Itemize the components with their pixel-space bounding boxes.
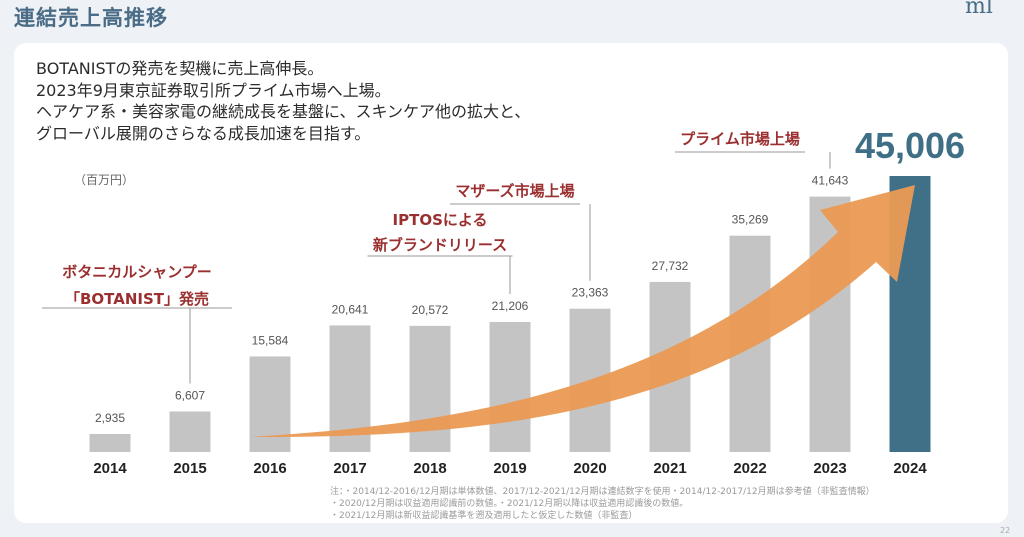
value-label-2015: 6,607 (175, 388, 205, 402)
year-label-2015: 2015 (173, 460, 206, 477)
year-label-2022: 2022 (733, 460, 766, 477)
footnotes: 注：・2014/12-2016/12月期は単体数値、2017/12-2021/1… (330, 486, 875, 522)
value-label-2017: 20,641 (332, 302, 369, 316)
intro-text: BOTANISTの発売を契機に売上高伸長。 2023年9月東京証券取引所プライム… (36, 58, 530, 144)
intro-line: ヘアケア系・美容家電の継続成長を基盤に、スキンケア他の拡大と、 (36, 102, 531, 121)
bar-2018 (409, 325, 451, 452)
year-label-2024: 2024 (893, 460, 927, 477)
bar-2016 (249, 356, 291, 452)
year-label-2018: 2018 (413, 460, 446, 477)
unit-label: （百万円） (74, 173, 135, 187)
year-label-2014: 2014 (93, 460, 127, 477)
value-label-2014: 2,935 (95, 411, 125, 425)
value-label-2016: 15,584 (252, 333, 289, 347)
company-logo: ml (965, 0, 993, 19)
value-label-2019: 21,206 (492, 299, 529, 313)
value-label-2018: 20,572 (412, 303, 449, 317)
year-label-2021: 2021 (653, 460, 686, 477)
year-label-2023: 2023 (813, 460, 846, 477)
bar-2014 (89, 434, 131, 452)
value-label-2024: 45,006 (855, 125, 965, 166)
year-label-2020: 2020 (573, 460, 606, 477)
growth-arrow (250, 185, 915, 438)
annotation-text: IPTOSによる (393, 211, 488, 229)
value-label-2021: 27,732 (652, 259, 689, 273)
footnote-line: ・2020/12月期は収益適用認識前の数値。・2021/12月期以降は収益適用認… (330, 499, 689, 509)
annotation-text: ボタニカルシャンプー (62, 263, 212, 281)
bar-2019 (489, 321, 531, 452)
annotation-text: 新ブランドリリース (373, 236, 507, 254)
page-title: 連結売上高推移 (14, 6, 168, 30)
value-label-2023: 41,643 (812, 174, 849, 188)
footnote-line: 注：・2014/12-2016/12月期は単体数値、2017/12-2021/1… (330, 487, 875, 497)
intro-line: 2023年9月東京証券取引所プライム市場へ上場。 (36, 80, 391, 100)
bar-2015 (169, 411, 211, 452)
footnote-line: ・2021/12月期は新収益認識基準を遡及適用したと仮定した数値（非監査） (330, 511, 638, 521)
intro-line: グローバル展開のさらなる成長加速を目指す。 (36, 123, 371, 143)
annotation-text: 「BOTANIST」発売 (65, 290, 209, 308)
annotation-text: プライム市場上場 (680, 130, 800, 148)
year-label-2016: 2016 (253, 460, 286, 477)
year-label-2017: 2017 (333, 460, 366, 477)
value-label-2022: 35,269 (732, 213, 769, 227)
page-number: 22 (1000, 526, 1011, 535)
value-label-2020: 23,363 (572, 286, 609, 300)
year-label-2019: 2019 (493, 460, 526, 477)
annotation-text: マザーズ市場上場 (455, 182, 574, 200)
intro-line: BOTANISTの発売を契機に売上高伸長。 (36, 59, 324, 78)
